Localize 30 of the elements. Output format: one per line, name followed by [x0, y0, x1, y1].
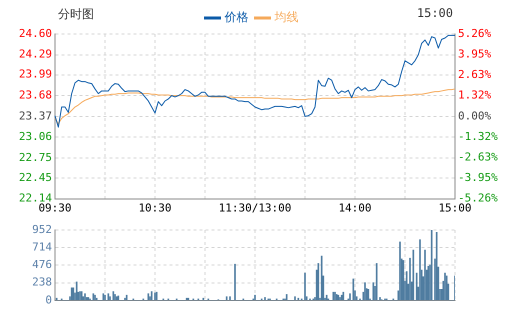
y2-tick-label: 3.95%: [458, 47, 492, 60]
y-tick-label: 23.68: [18, 88, 52, 102]
y-tick-label: 22.45: [18, 170, 52, 184]
x-tick-label: 11:30/13:00: [218, 201, 292, 214]
y-tick-label: 476: [32, 258, 52, 272]
y-tick-label: 23.06: [18, 130, 52, 144]
x-tick-label: 10:30: [138, 201, 172, 214]
text: 15:00: [416, 6, 453, 20]
y-tick-label: 952: [32, 222, 52, 236]
y-tick-label: 24.29: [18, 48, 52, 61]
y2-tick-label: 2.63%: [458, 68, 492, 82]
chart-title: 分时图: [58, 6, 94, 23]
y2-tick-label: -2.63%: [458, 150, 498, 164]
y2-tick-label: 5.26%: [458, 26, 492, 40]
y-tick-label: 22.75: [18, 150, 52, 164]
y-tick-label: 23.99: [18, 68, 52, 81]
y-tick-label: 24.60: [18, 26, 52, 40]
y2-tick-label: -1.32%: [458, 130, 498, 143]
y2-tick-label: 0.00%: [458, 109, 492, 122]
y-tick-label: 238: [32, 276, 52, 289]
legend-label: 价格: [224, 10, 248, 24]
legend-label: 均线: [274, 10, 298, 24]
y-tick-label: 23.37: [18, 109, 52, 122]
x-tick-label: 14:00: [338, 201, 372, 214]
y-tick-label: 714: [32, 240, 52, 254]
x-tick-label: 09:30: [38, 201, 72, 214]
y2-tick-label: -3.95%: [458, 171, 498, 184]
y2-tick-label: 1.32%: [458, 88, 492, 102]
x-tick-label: 15:00: [438, 201, 472, 214]
y-tick-label: 0: [45, 293, 52, 306]
